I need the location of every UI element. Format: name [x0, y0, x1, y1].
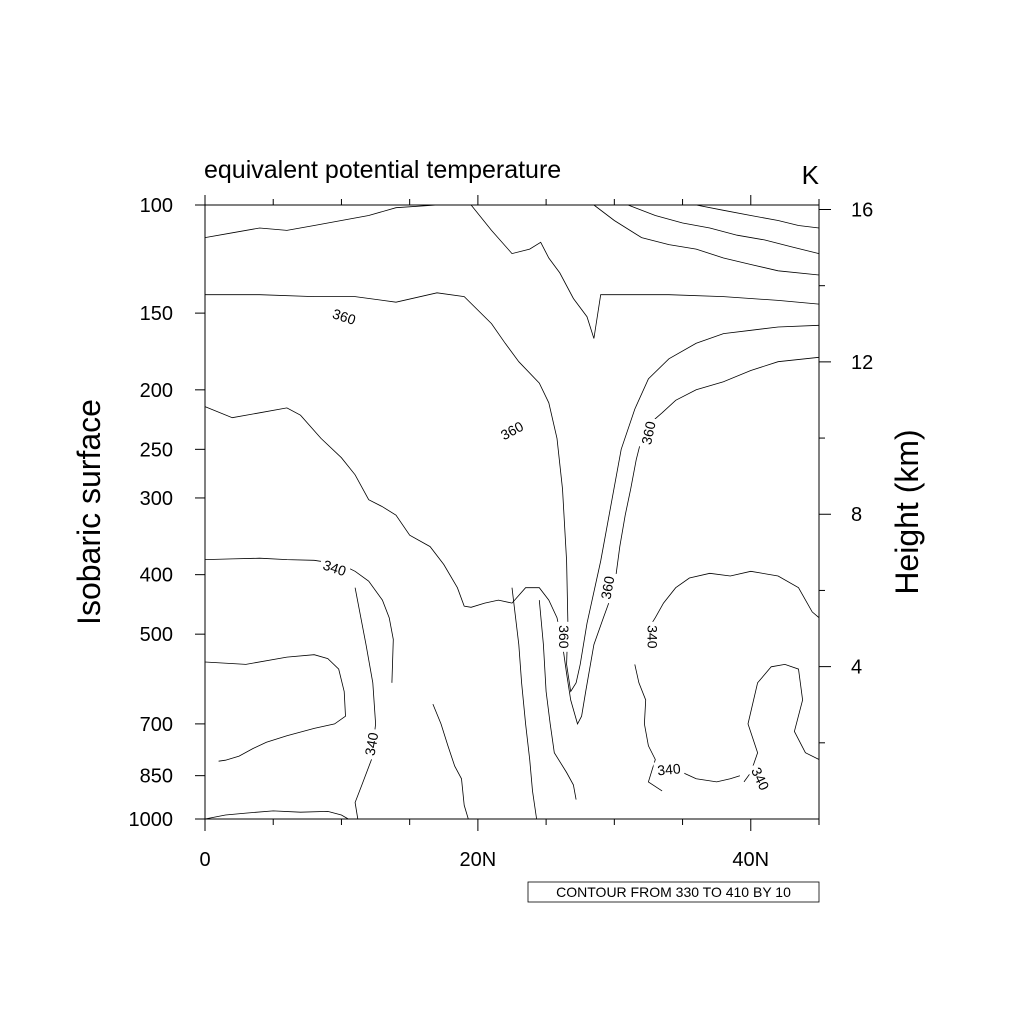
units-label: K — [802, 160, 820, 190]
contour-line-340 — [354, 587, 377, 820]
y2-tick-label: 12 — [851, 352, 873, 374]
contour-label-bg — [644, 621, 661, 652]
contour-label: 340 — [645, 625, 661, 649]
contour-line-340 — [432, 703, 469, 820]
contour-label-bg — [746, 761, 774, 796]
y2-tick-label: 8 — [851, 504, 862, 526]
contour-line-360 — [204, 356, 820, 725]
chart-title: equivalent potential temperature — [204, 156, 561, 184]
y-tick-label: 500 — [140, 624, 173, 646]
y2-tick-label: 16 — [851, 199, 873, 221]
y-tick-label: 700 — [140, 714, 173, 736]
contour-line-340 — [675, 762, 741, 783]
contour-label: 360 — [331, 305, 358, 328]
contour-lines — [204, 204, 820, 820]
x-tick-label: 40N — [732, 849, 769, 871]
y-tick-label: 400 — [140, 565, 173, 587]
contour-label-bg — [597, 571, 618, 604]
contour-label: 360 — [638, 420, 659, 446]
contour-label: 360 — [598, 575, 618, 601]
contour-label-bg — [555, 621, 572, 652]
contour-line-380 — [627, 204, 820, 254]
contour-line-330 — [204, 204, 438, 238]
contour-line-340 — [634, 664, 663, 792]
y-tick-label: 200 — [140, 380, 173, 402]
contour-line-350 — [538, 600, 577, 800]
contour-line-340 — [204, 557, 394, 683]
contour-line-390 — [696, 204, 820, 229]
y-tick-label: 1000 — [129, 809, 174, 831]
contour-line-330 — [204, 810, 349, 820]
contour-label: 360 — [556, 625, 572, 649]
y-tick-label: 150 — [140, 303, 173, 325]
y2-axis-title: Height (km) — [889, 429, 925, 594]
contour-label-bg — [360, 727, 382, 761]
contour-line-340 — [204, 654, 346, 762]
contour-line-350 — [511, 587, 537, 820]
y-tick-label: 250 — [140, 439, 173, 461]
contour-line-340 — [648, 570, 820, 630]
y-axis-left: 100 150 200 250 300 400 500 700 850 1000 — [129, 195, 205, 831]
y-tick-label: 100 — [140, 195, 173, 217]
contour-label: 340 — [362, 731, 382, 757]
x-axis: 0 20N 40N — [199, 195, 820, 871]
contour-info-text: CONTOUR FROM 330 TO 410 BY 10 — [556, 884, 791, 900]
plot-frame — [204, 204, 820, 820]
contour-label-bg — [495, 416, 529, 445]
y2-tick-label: 4 — [851, 657, 862, 679]
y-tick-label: 300 — [140, 488, 173, 510]
contour-line-340 — [743, 663, 820, 783]
contour-label-bg — [327, 304, 361, 329]
x-tick-label: 0 — [199, 849, 210, 871]
x-tick-label: 20N — [460, 849, 497, 871]
y-axis-title: Isobaric surface — [71, 399, 107, 625]
contour-line-370 — [593, 204, 820, 276]
y-axis-right: 4 8 12 16 — [819, 199, 873, 744]
contour-label: 340 — [321, 557, 348, 580]
contour-label-bg — [653, 760, 685, 779]
y-tick-label: 850 — [140, 766, 173, 788]
contour-label-bg — [637, 416, 660, 450]
contour-label-bg — [317, 555, 352, 581]
contour-label: 340 — [657, 760, 682, 778]
contour-info-box — [527, 881, 820, 903]
contour-line-360 — [470, 204, 820, 339]
contour-line-350 — [205, 292, 820, 693]
